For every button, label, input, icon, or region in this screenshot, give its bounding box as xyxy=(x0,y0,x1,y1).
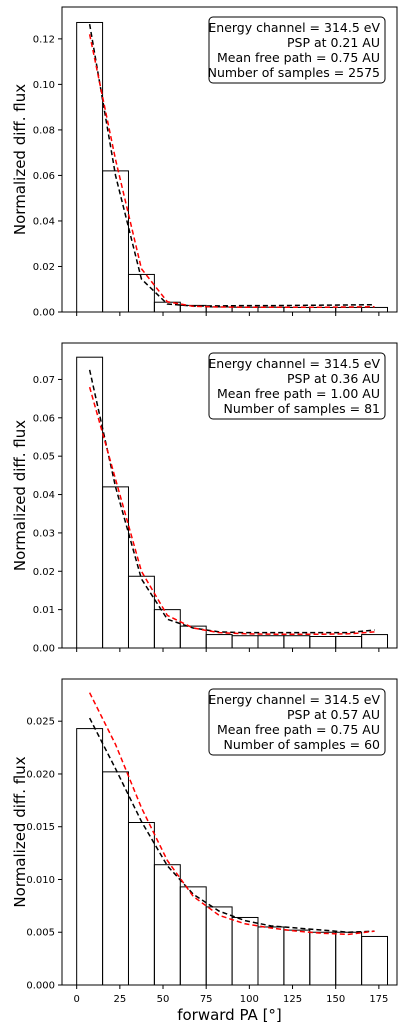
histogram-bar xyxy=(309,931,337,986)
annotation-line: Energy channel = 314.5 eV xyxy=(208,20,380,35)
annotation-line: Number of samples = 81 xyxy=(224,401,381,416)
panel-3: 0.000 0.005 0.010 0.015 0.020 0.025 0 25 50 75 100… xyxy=(11,678,398,1024)
histogram-bar xyxy=(76,356,104,649)
y-axis-label: Normalized diff. flux xyxy=(11,756,29,907)
histogram-bar xyxy=(205,906,233,986)
y-tick-label: 0.015 xyxy=(26,822,55,833)
y-tick-label: 0.06 xyxy=(33,413,55,424)
x-axis-label: forward PA [°] xyxy=(177,1006,282,1024)
black-dashed-line xyxy=(88,369,375,634)
histogram-bar xyxy=(76,728,104,986)
histogram-bar xyxy=(257,926,285,986)
histogram-bar xyxy=(179,886,207,986)
y-tick-label: 0.000 xyxy=(26,981,55,992)
panel-1: 0.00 0.02 0.04 0.06 0.08 0.10 0.12 Normalized d… xyxy=(11,6,398,319)
annotation-line: Mean free path = 1.00 AU xyxy=(217,386,380,401)
black-dashed-line xyxy=(88,717,375,933)
y-tick-label: 0.06 xyxy=(33,171,55,182)
axes-frame xyxy=(61,678,398,986)
annotation-box xyxy=(208,16,386,84)
histogram-bar xyxy=(335,931,363,986)
y-tick-label: 0.04 xyxy=(33,216,55,227)
axes-frame xyxy=(61,342,398,649)
histogram-bar xyxy=(309,306,337,313)
black-dashed-line xyxy=(88,23,375,307)
histogram-bar xyxy=(102,771,129,986)
x-tick-label: 125 xyxy=(283,994,302,1005)
annotation-line: Energy channel = 314.5 eV xyxy=(208,356,380,371)
y-tick-label: 0.005 xyxy=(26,928,55,939)
axes-frame xyxy=(61,6,398,313)
x-tick-label: 100 xyxy=(240,994,259,1005)
y-tick-label: 0.02 xyxy=(33,262,55,273)
x-tick-label: 150 xyxy=(326,994,345,1005)
y-tick-label: 0.00 xyxy=(33,308,55,319)
y-tick-label: 0.03 xyxy=(33,528,55,539)
panel-2: 0.00 0.01 0.02 0.03 0.04 0.05 0.06 0.07 Normaliz… xyxy=(11,342,398,655)
y-tick-label: 0.02 xyxy=(33,567,55,578)
y-tick-label: 0.00 xyxy=(33,644,55,655)
annotation-line: Number of samples = 2575 xyxy=(208,65,380,80)
x-tick-label: 0 xyxy=(73,994,79,1005)
y-tick-label: 0.10 xyxy=(33,80,55,91)
annotation-box xyxy=(208,688,386,756)
histogram-bar xyxy=(76,21,104,313)
x-tick-label: 75 xyxy=(200,994,213,1005)
annotation-line: PSP at 0.57 AU xyxy=(287,707,380,722)
histogram-bar xyxy=(335,635,363,649)
y-tick-label: 0.020 xyxy=(26,769,55,780)
histogram-bar xyxy=(205,634,233,649)
y-tick-label: 0.07 xyxy=(33,375,55,386)
y-tick-label: 0.04 xyxy=(33,490,55,501)
histogram-bar xyxy=(361,306,389,313)
annotation-line: Mean free path = 0.75 AU xyxy=(217,722,380,737)
y-tick-label: 0.025 xyxy=(26,717,55,728)
y-axis-label: Normalized diff. flux xyxy=(11,420,29,571)
x-tick-label: 175 xyxy=(369,994,388,1005)
histogram-bar xyxy=(257,635,285,649)
annotation-line: Mean free path = 0.75 AU xyxy=(217,50,380,65)
annotation-line: Number of samples = 60 xyxy=(224,737,381,752)
y-tick-label: 0.08 xyxy=(33,125,55,136)
annotation-line: PSP at 0.36 AU xyxy=(287,371,380,386)
histogram-bar xyxy=(127,273,155,313)
histogram-bar xyxy=(153,864,181,986)
histogram-bar xyxy=(361,935,389,986)
histogram-bar xyxy=(205,306,233,313)
histogram-bar xyxy=(361,634,389,649)
histogram-bar xyxy=(231,916,259,986)
y-tick-label: 0.12 xyxy=(33,34,55,45)
y-tick-label: 0.010 xyxy=(26,875,55,886)
x-tick-label: 25 xyxy=(113,994,126,1005)
y-tick-label: 0.01 xyxy=(33,605,55,616)
annotation-line: PSP at 0.21 AU xyxy=(287,35,380,50)
red-dashed-line xyxy=(88,34,375,308)
y-axis-label: Normalized diff. flux xyxy=(11,84,29,235)
histogram-bar xyxy=(283,306,311,313)
histogram-bar xyxy=(127,822,155,986)
annotation-box xyxy=(208,352,386,420)
histogram-bar xyxy=(309,635,337,649)
annotation-line: Energy channel = 314.5 eV xyxy=(208,692,380,707)
x-tick-label: 50 xyxy=(157,994,170,1005)
histogram-bar xyxy=(283,635,311,649)
histogram-bar xyxy=(102,170,129,313)
histogram-bar xyxy=(231,635,259,649)
histogram-bar xyxy=(283,929,311,986)
red-dashed-line xyxy=(88,386,375,635)
histogram-bar xyxy=(335,306,363,313)
y-tick-label: 0.05 xyxy=(33,452,55,463)
red-dashed-line xyxy=(88,692,375,936)
